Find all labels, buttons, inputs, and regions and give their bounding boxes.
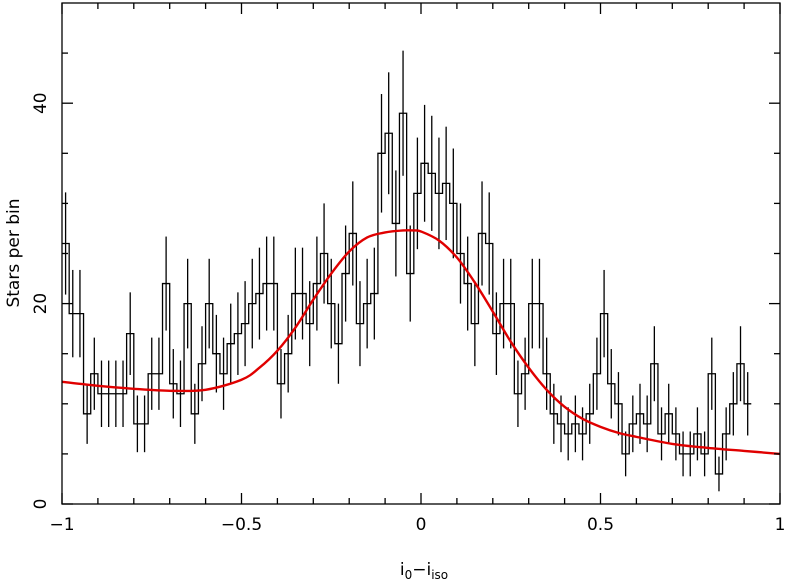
- x-tick-label: 0.5: [587, 515, 614, 535]
- x-tick-label: 1: [775, 515, 785, 535]
- histogram-steps: [62, 112, 752, 475]
- y-tick-label: 0: [31, 499, 51, 510]
- ticks-group: −1 −0.5 0 0.5 1 0 20 40: [31, 3, 785, 535]
- fit-curve: [61, 229, 781, 456]
- y-tick-label: 40: [31, 92, 51, 114]
- x-axis-label: i0−iiso: [400, 560, 448, 581]
- x-tick-label: −1: [49, 515, 74, 535]
- x-tick-label: −0.5: [221, 515, 262, 535]
- x-tick-label: 0: [416, 515, 427, 535]
- y-tick-label: 20: [31, 293, 51, 315]
- y-axis-label: Stars per bin: [4, 198, 24, 307]
